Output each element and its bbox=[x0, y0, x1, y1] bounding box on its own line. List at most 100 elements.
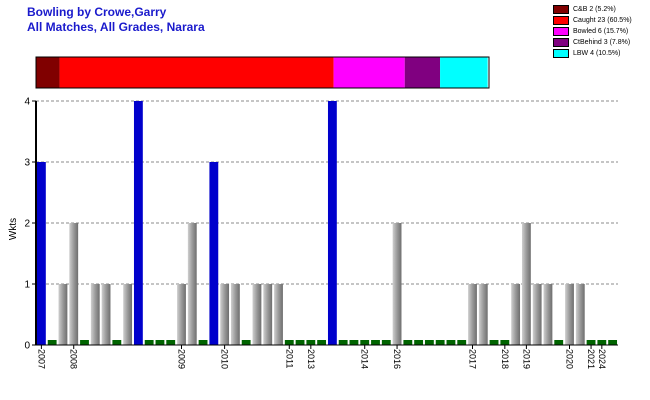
bar-44 bbox=[511, 284, 521, 345]
bar-1 bbox=[47, 340, 57, 345]
dismissal-bar-border bbox=[35, 56, 490, 89]
legend-swatch-caught bbox=[553, 16, 569, 25]
bar-46 bbox=[532, 284, 542, 345]
x-tick-label-0: 2007 bbox=[36, 349, 46, 369]
y-tick-labels: 0 1 2 3 4 bbox=[24, 97, 36, 352]
bar-45 bbox=[521, 223, 531, 345]
bar-0 bbox=[36, 162, 46, 345]
bar-18 bbox=[230, 284, 240, 345]
y-axis-label: Wkts bbox=[8, 218, 19, 240]
legend-swatch-ctbehind bbox=[553, 38, 569, 47]
bar-8 bbox=[123, 284, 133, 345]
bar-21 bbox=[263, 284, 273, 345]
bar-22 bbox=[274, 284, 283, 345]
legend-item-cb: C&B 2 (5.2%) bbox=[553, 4, 647, 15]
bar-51 bbox=[586, 340, 596, 345]
legend-swatch-lbw bbox=[553, 49, 569, 58]
x-tick-label-7: 2016 bbox=[392, 349, 402, 369]
legend-swatch-cb bbox=[553, 5, 569, 14]
bar-19 bbox=[241, 340, 251, 345]
bar-26 bbox=[317, 340, 327, 345]
x-tick-label-4: 2011 bbox=[284, 349, 294, 368]
legend-item-ctbehind: CtBehind 3 (7.8%) bbox=[553, 37, 647, 48]
bar-2 bbox=[58, 284, 68, 345]
dismissal-bar bbox=[35, 56, 490, 89]
x-tick-label-11: 2020 bbox=[565, 349, 575, 369]
legend: C&B 2 (5.2%) Caught 23 (60.5%) Bowled 6 … bbox=[553, 4, 647, 59]
x-tick-label-5: 2013 bbox=[306, 349, 316, 369]
bar-34 bbox=[403, 340, 413, 345]
bar-36 bbox=[424, 340, 434, 345]
bar-29 bbox=[349, 340, 359, 345]
bar-6 bbox=[101, 284, 111, 345]
legend-label-cb: C&B 2 (5.2%) bbox=[573, 6, 616, 13]
bar-14 bbox=[187, 223, 197, 345]
bar-31 bbox=[371, 340, 380, 345]
bar-35 bbox=[414, 340, 424, 345]
legend-item-caught: Caught 23 (60.5%) bbox=[553, 15, 647, 26]
bar-52 bbox=[597, 340, 607, 345]
dismissal-segment-3 bbox=[404, 57, 441, 88]
x-tick-label-10: 2019 bbox=[521, 349, 531, 369]
bar-28 bbox=[338, 340, 348, 345]
y-tick-label-2: 2 bbox=[24, 219, 30, 230]
chart-subtitle: All Matches, All Grades, Narara bbox=[27, 20, 205, 34]
bar-15 bbox=[198, 340, 208, 345]
legend-item-bowled: Bowled 6 (15.7%) bbox=[553, 26, 647, 37]
bar-16 bbox=[209, 162, 219, 345]
dismissal-segment-2 bbox=[333, 57, 405, 88]
x-tick-label-13: 2024 bbox=[597, 349, 607, 369]
y-tick-label-1: 1 bbox=[24, 280, 30, 291]
legend-label-bowled: Bowled 6 (15.7%) bbox=[573, 28, 629, 35]
bar-42 bbox=[489, 340, 499, 345]
bar-23 bbox=[284, 340, 294, 345]
bar-37 bbox=[435, 340, 445, 345]
bar-17 bbox=[220, 284, 230, 345]
bar-50 bbox=[575, 284, 585, 345]
bar-32 bbox=[381, 340, 391, 345]
bar-12 bbox=[166, 340, 176, 345]
bar-47 bbox=[543, 284, 553, 345]
x-tick-label-9: 2018 bbox=[500, 349, 510, 369]
dismissal-segment-4 bbox=[440, 57, 488, 88]
bar-49 bbox=[565, 284, 574, 345]
bar-10 bbox=[144, 340, 154, 345]
bar-24 bbox=[295, 340, 305, 345]
x-tick-label-12: 2021 bbox=[586, 349, 596, 369]
dismissal-segment-1 bbox=[59, 57, 334, 88]
bar-7 bbox=[112, 340, 122, 345]
bar-40 bbox=[468, 284, 477, 345]
bar-33 bbox=[392, 223, 402, 345]
y-tick-label-4: 4 bbox=[24, 97, 30, 108]
legend-label-lbw: LBW 4 (10.5%) bbox=[573, 50, 621, 57]
y-tick-label-3: 3 bbox=[24, 158, 30, 169]
bar-25 bbox=[306, 340, 316, 345]
bar-5 bbox=[90, 284, 100, 345]
legend-item-lbw: LBW 4 (10.5%) bbox=[553, 48, 647, 59]
x-tick-labels: 2007 2008 2009 2010 2011 2013 2014 2016 2017 2018… bbox=[36, 345, 607, 369]
bar-11 bbox=[155, 340, 165, 345]
legend-swatch-bowled bbox=[553, 27, 569, 36]
x-tick-label-3: 2010 bbox=[220, 349, 230, 369]
x-tick-label-6: 2014 bbox=[360, 349, 370, 369]
legend-label-caught: Caught 23 (60.5%) bbox=[573, 17, 632, 24]
dismissal-segment-0 bbox=[36, 57, 60, 88]
bar-13 bbox=[177, 284, 186, 345]
bar-30 bbox=[360, 340, 370, 345]
bar-41 bbox=[478, 284, 488, 345]
chart-title: Bowling by Crowe,Garry bbox=[27, 5, 167, 19]
bar-4 bbox=[80, 340, 89, 345]
bar-20 bbox=[252, 284, 262, 345]
bar-27 bbox=[327, 101, 337, 345]
bar-3 bbox=[69, 223, 79, 345]
bar-39 bbox=[457, 340, 467, 345]
y-tick-label-0: 0 bbox=[24, 341, 30, 352]
legend-label-ctbehind: CtBehind 3 (7.8%) bbox=[573, 39, 631, 46]
bars bbox=[36, 101, 618, 345]
grid-lines bbox=[36, 100, 618, 285]
bar-43 bbox=[500, 340, 510, 345]
bar-38 bbox=[446, 340, 456, 345]
bar-53 bbox=[608, 340, 618, 345]
